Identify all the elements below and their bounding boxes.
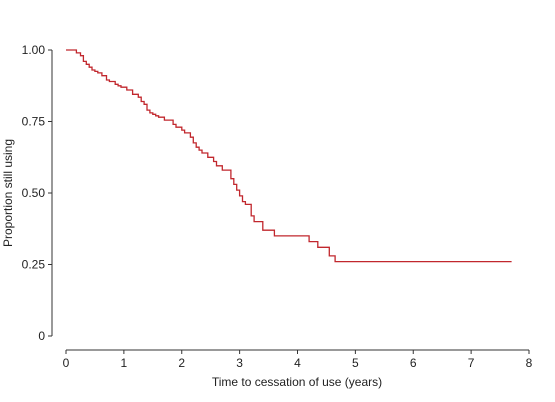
x-tick-label: 4 bbox=[294, 356, 301, 370]
y-axis-title: Proportion still using bbox=[1, 139, 15, 247]
y-tick-label: 1.00 bbox=[22, 43, 46, 57]
x-tick-label: 1 bbox=[121, 356, 128, 370]
y-tick-label: 0.75 bbox=[22, 115, 46, 129]
x-tick-label: 0 bbox=[63, 356, 70, 370]
x-axis-title: Time to cessation of use (years) bbox=[212, 375, 382, 389]
x-tick-label: 6 bbox=[410, 356, 417, 370]
x-tick-label: 8 bbox=[526, 356, 533, 370]
x-tick-label: 2 bbox=[178, 356, 185, 370]
x-tick-label: 3 bbox=[236, 356, 243, 370]
x-tick-label: 5 bbox=[352, 356, 359, 370]
y-tick-label: 0.50 bbox=[22, 186, 46, 200]
y-axis-ticks: 0 0.25 0.50 0.75 1.00 bbox=[22, 43, 52, 343]
survival-step-line bbox=[66, 49, 512, 263]
y-tick-label: 0 bbox=[38, 329, 45, 343]
x-tick-label: 7 bbox=[468, 356, 475, 370]
y-tick-label: 0.25 bbox=[22, 258, 46, 272]
x-axis-ticks: 0 1 2 3 4 5 6 7 8 bbox=[63, 350, 533, 370]
